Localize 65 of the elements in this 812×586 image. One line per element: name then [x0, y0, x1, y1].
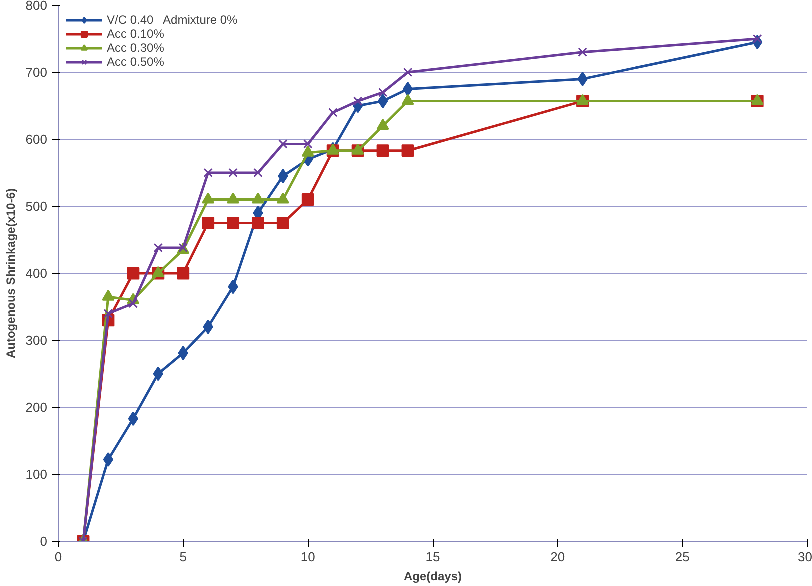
y-tick-label: 700: [26, 65, 48, 80]
point: [128, 412, 138, 426]
point: [278, 140, 288, 149]
legend-label: Acc 0.30%: [107, 41, 164, 55]
point: [576, 94, 590, 106]
point: [252, 217, 264, 230]
point: [228, 280, 238, 294]
legend-label: V/C 0.40 Admixture 0%: [107, 13, 238, 27]
x-tick-label: 10: [300, 550, 316, 564]
point: [203, 320, 214, 334]
point: [252, 192, 264, 204]
x-tick-label: 0: [54, 550, 62, 564]
y-tick-label: 0: [40, 534, 48, 549]
point: [154, 243, 164, 253]
point: [202, 192, 215, 204]
point: [328, 108, 338, 118]
point: [378, 94, 388, 109]
point: [177, 267, 190, 280]
y-tick-label: 300: [26, 333, 48, 348]
point: [227, 192, 240, 204]
point: [153, 366, 164, 382]
point: [376, 144, 390, 158]
point: [403, 68, 413, 78]
point: [227, 217, 240, 230]
point: [302, 146, 314, 157]
point: [127, 267, 140, 280]
x-tick-label: 25: [675, 550, 690, 564]
point: [104, 309, 114, 318]
point: [578, 48, 588, 58]
point: [402, 144, 414, 158]
point: [103, 452, 114, 468]
legend-label: Acc 0.10%: [107, 27, 164, 41]
x-axis-title: Age(days): [404, 570, 462, 584]
point: [204, 168, 213, 178]
legend-label: Acc 0.50%: [107, 55, 164, 69]
x-tick-label: 30: [798, 550, 812, 564]
point: [304, 140, 313, 149]
y-tick-label: 400: [26, 266, 48, 281]
x-tick-label: 5: [180, 550, 187, 564]
y-tick-label: 600: [26, 132, 48, 147]
y-axis-title: Autogenous Shrinkage(x10-6): [4, 188, 18, 359]
point: [202, 217, 215, 230]
point: [178, 346, 188, 360]
point: [402, 82, 414, 96]
point: [402, 94, 414, 106]
point: [352, 144, 364, 155]
x-tick-label: 20: [550, 550, 566, 564]
point: [378, 88, 388, 98]
point: [102, 290, 115, 301]
y-tick-label: 500: [26, 199, 48, 214]
point: [276, 217, 290, 230]
point: [276, 192, 290, 204]
x-tick-label: 15: [426, 550, 440, 564]
y-tick-label: 100: [26, 467, 48, 482]
point: [751, 94, 764, 106]
point: [578, 72, 588, 86]
y-tick-label: 200: [26, 400, 48, 415]
point: [376, 119, 390, 130]
point: [302, 194, 314, 206]
point: [128, 299, 138, 308]
point: [152, 266, 165, 278]
point: [278, 169, 288, 184]
point: [228, 168, 238, 178]
y-tick-label: 800: [26, 0, 48, 13]
point: [254, 168, 263, 178]
